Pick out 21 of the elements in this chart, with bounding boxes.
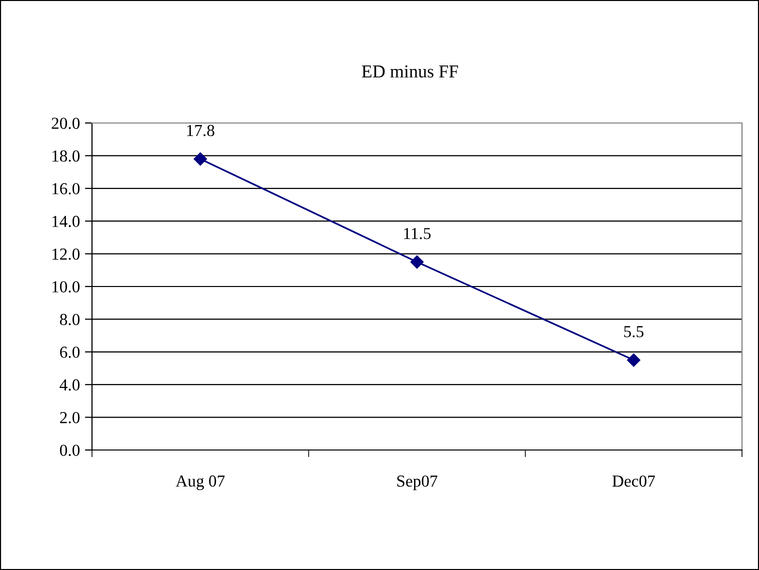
y-tick-label: 12.0 — [52, 248, 80, 260]
point — [627, 353, 640, 367]
y-tick-label: 20.0 — [52, 118, 80, 130]
data-label: 5.5 — [624, 326, 644, 338]
y-tick-label: 16.0 — [52, 183, 80, 194]
x-tick-label: Sep07 — [397, 475, 438, 490]
x-tick-label: Dec07 — [612, 475, 655, 487]
y-tick-label: 10.0 — [52, 281, 80, 293]
x-tick-label: Aug 07 — [176, 475, 225, 490]
y-tick-label: 0.0 — [60, 444, 80, 456]
y-tick-label: 14.0 — [52, 216, 80, 228]
y-tick-label: 18.0 — [52, 150, 80, 162]
data-label: 17.8 — [187, 124, 214, 136]
y-tick-label: 6.0 — [60, 346, 80, 358]
y-tick-label: 8.0 — [60, 314, 80, 326]
chart-title: ED minus FF — [362, 65, 458, 78]
point — [410, 255, 424, 269]
data-label: 11.5 — [404, 228, 431, 240]
y-tick-label: 2.0 — [60, 412, 80, 424]
y-tick-label: 4.0 — [60, 379, 80, 391]
point — [194, 152, 207, 166]
